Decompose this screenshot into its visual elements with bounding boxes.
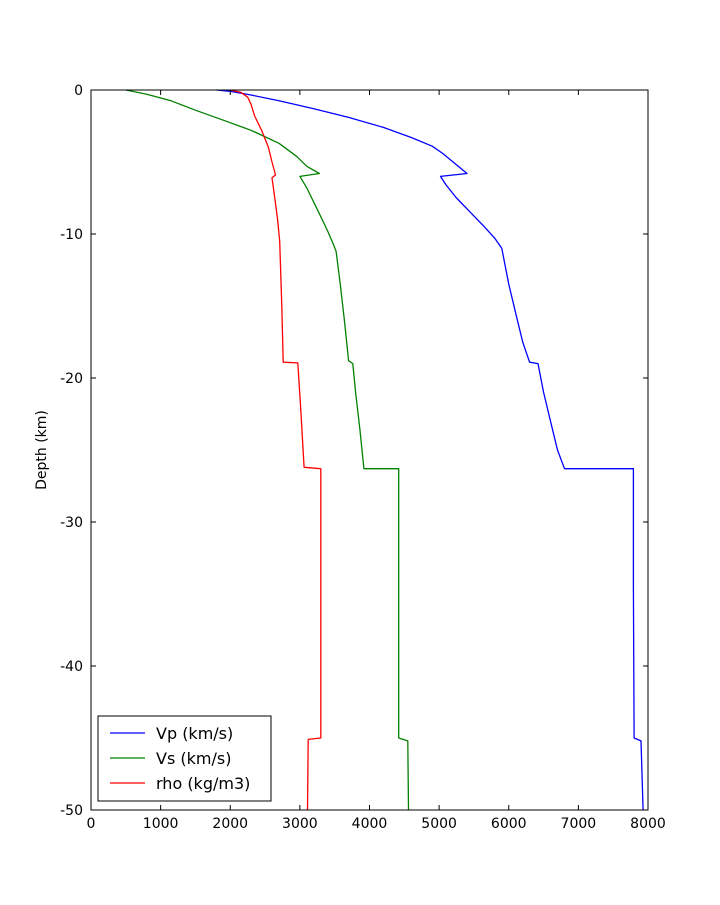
y-axis-label: Depth (km) xyxy=(34,410,50,490)
x-tick-label-1: 1000 xyxy=(143,816,179,832)
y-tick-label-4: -40 xyxy=(60,659,83,675)
y-tick-label-5: -50 xyxy=(60,803,83,819)
legend-label-1: Vs (km/s) xyxy=(156,749,231,768)
y-tick-label-0: 0 xyxy=(74,83,83,99)
y-tick-label-3: -30 xyxy=(60,515,83,531)
x-axis: 0 1000 2000 3000 4000 5000 6000 7000 8000 xyxy=(87,90,666,832)
y-tick-label-1: -10 xyxy=(60,227,83,243)
legend-label-2: rho (kg/m3) xyxy=(156,774,250,793)
y-tick-label-2: -20 xyxy=(60,371,83,387)
x-tick-label-7: 7000 xyxy=(561,816,597,832)
series-line-2 xyxy=(230,89,322,811)
x-tick-label-8: 8000 xyxy=(630,816,666,832)
x-tick-label-4: 4000 xyxy=(352,816,388,832)
series-line-1 xyxy=(125,89,410,811)
x-tick-label-2: 2000 xyxy=(212,816,248,832)
x-tick-label-5: 5000 xyxy=(421,816,457,832)
series-layer xyxy=(125,89,644,811)
x-tick-label-6: 6000 xyxy=(491,816,527,832)
series-line-0 xyxy=(216,89,644,811)
legend: Vp (km/s) Vs (km/s) rho (kg/m3) xyxy=(97,715,272,802)
x-tick-label-0: 0 xyxy=(87,816,96,832)
x-tick-label-3: 3000 xyxy=(282,816,318,832)
plot-area xyxy=(91,90,648,810)
plot-background xyxy=(91,90,648,810)
y-axis: 0 -10 -20 -30 -40 -50 xyxy=(60,83,648,819)
legend-label-0: Vp (km/s) xyxy=(156,724,233,743)
